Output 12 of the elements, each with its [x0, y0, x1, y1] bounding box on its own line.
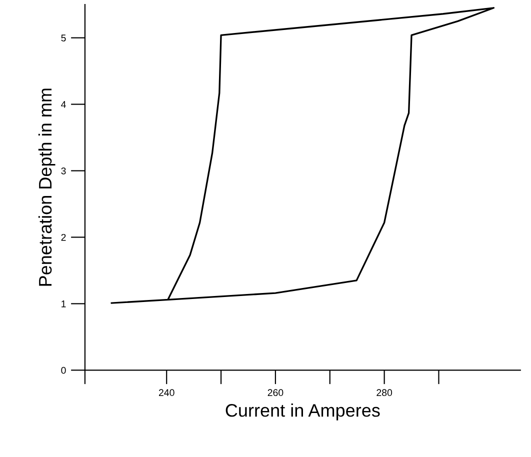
line-series [110, 7, 495, 304]
y-axis-title: Penetration Depth in mm [38, 88, 56, 286]
y-tick-label: 4 [61, 101, 66, 108]
x-tick-label: 240 [158, 389, 174, 396]
y-tick-label: 3 [61, 167, 66, 174]
y-tick-label: 5 [61, 34, 66, 42]
y-tick-label: 2 [61, 234, 66, 241]
x-tick-label: 280 [376, 389, 392, 396]
y-tick-label: 1 [62, 300, 66, 308]
x-tick-label: 260 [268, 389, 284, 396]
y-tick-label: 0 [61, 366, 66, 374]
x-axis-title: Current in Amperes [226, 404, 380, 420]
